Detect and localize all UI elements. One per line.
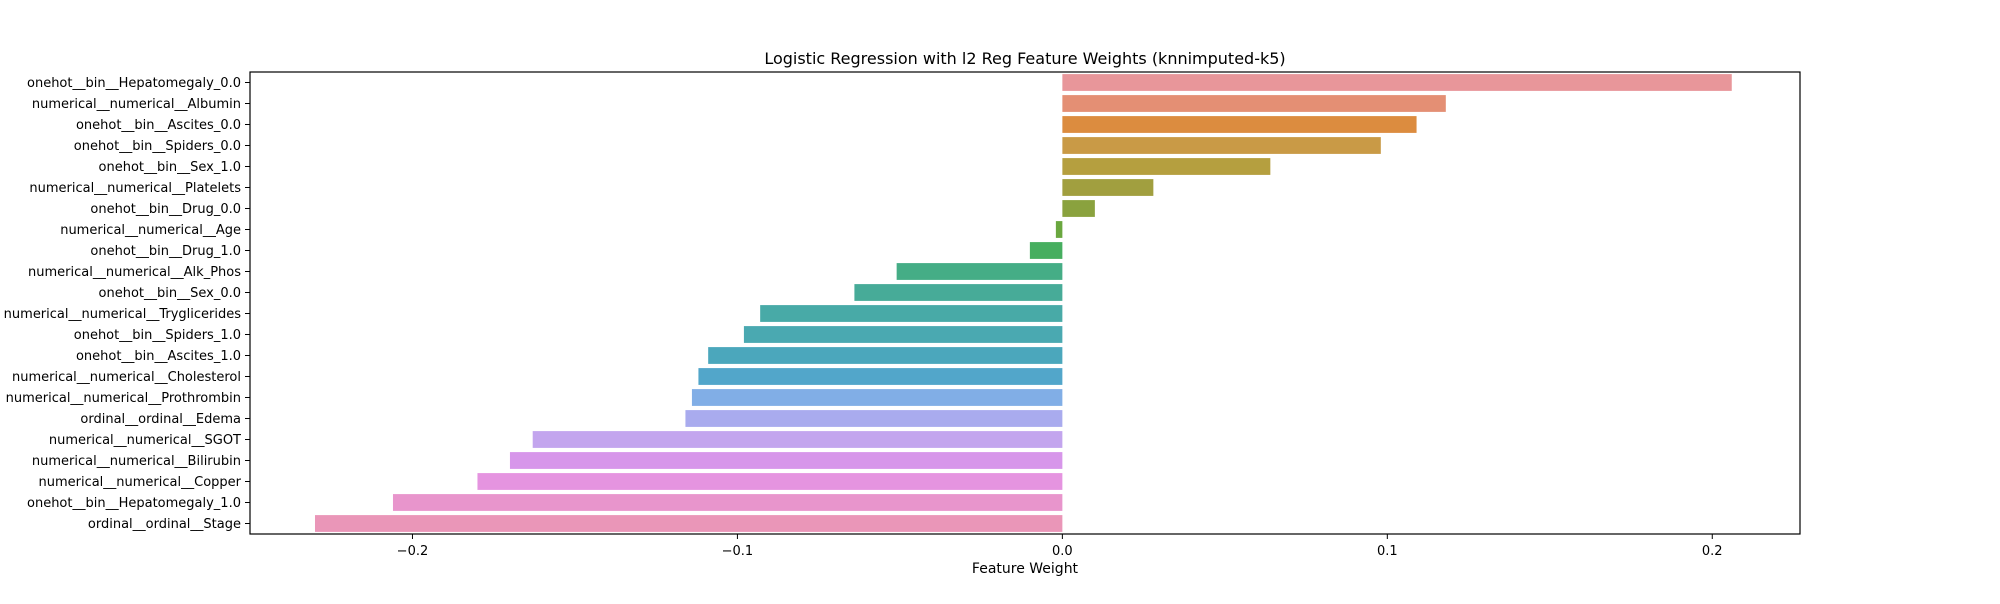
y-tick-label: ordinal__ordinal__Edema [80,412,241,427]
y-tick-label: onehot__bin__Hepatomegaly_1.0 [27,496,241,511]
y-tick-label: onehot__bin__Spiders_1.0 [74,328,241,343]
bars-layer [314,74,1732,532]
x-tick-label: −0.2 [397,544,429,559]
y-tick-label: numerical__numerical__Bilirubin [32,454,241,469]
bar-7 [1055,221,1063,238]
y-tick-label: ordinal__ordinal__Stage [88,517,241,532]
chart-title: Logistic Regression with l2 Reg Feature … [764,49,1285,68]
bar-9 [896,263,1063,280]
bar-5 [1062,179,1154,196]
bar-11 [760,305,1063,322]
y-tick-label: onehot__bin__Spiders_0.0 [74,139,241,154]
bar-19 [477,473,1063,490]
x-tick-label: 0.2 [1702,544,1723,559]
bar-18 [509,452,1063,469]
bar-10 [854,284,1063,301]
y-tick-label: numerical__numerical__Alk_Phos [28,265,241,280]
x-tick-label: 0.0 [1052,544,1073,559]
bar-17 [532,431,1063,448]
y-tick-label: numerical__numerical__Copper [38,475,241,490]
bar-1 [1062,95,1446,112]
y-tick-label: onehot__bin__Drug_0.0 [90,202,241,217]
y-axis: onehot__bin__Hepatomegaly_0.0 numerical__… [4,76,250,532]
y-tick-label: onehot__bin__Ascites_0.0 [76,118,241,133]
bar-13 [708,347,1063,364]
bar-8 [1029,242,1063,259]
x-axis-label: Feature Weight [972,561,1079,577]
bar-20 [392,494,1063,511]
y-tick-label: numerical__numerical__SGOT [49,433,241,448]
y-tick-label: numerical__numerical__Cholesterol [12,370,241,385]
bar-2 [1062,116,1417,133]
bar-21 [314,515,1063,532]
y-tick-label: numerical__numerical__Prothrombin [6,391,241,406]
y-tick-label: numerical__numerical__Age [60,223,241,238]
bar-14 [698,368,1063,385]
bar-15 [691,389,1063,406]
y-tick-label: onehot__bin__Hepatomegaly_0.0 [27,76,241,91]
x-tick-label: −0.1 [722,544,754,559]
y-tick-label: onehot__bin__Sex_0.0 [99,286,241,301]
x-axis: −0.2 −0.1 0.0 0.1 0.2 [397,534,1723,559]
y-tick-label: numerical__numerical__Tryglicerides [4,307,242,322]
bar-6 [1062,200,1095,217]
y-tick-label: numerical__numerical__Platelets [29,181,241,196]
y-tick-label: onehot__bin__Ascites_1.0 [76,349,241,364]
bar-3 [1062,137,1381,154]
y-tick-label: onehot__bin__Sex_1.0 [99,160,241,175]
bar-16 [685,410,1063,427]
bar-12 [743,326,1063,343]
x-tick-label: 0.1 [1377,544,1398,559]
bar-0 [1062,74,1732,91]
bar-4 [1062,158,1271,175]
y-tick-label: onehot__bin__Drug_1.0 [90,244,241,259]
y-tick-label: numerical__numerical__Albumin [32,97,241,112]
plot-frame [249,71,1801,535]
